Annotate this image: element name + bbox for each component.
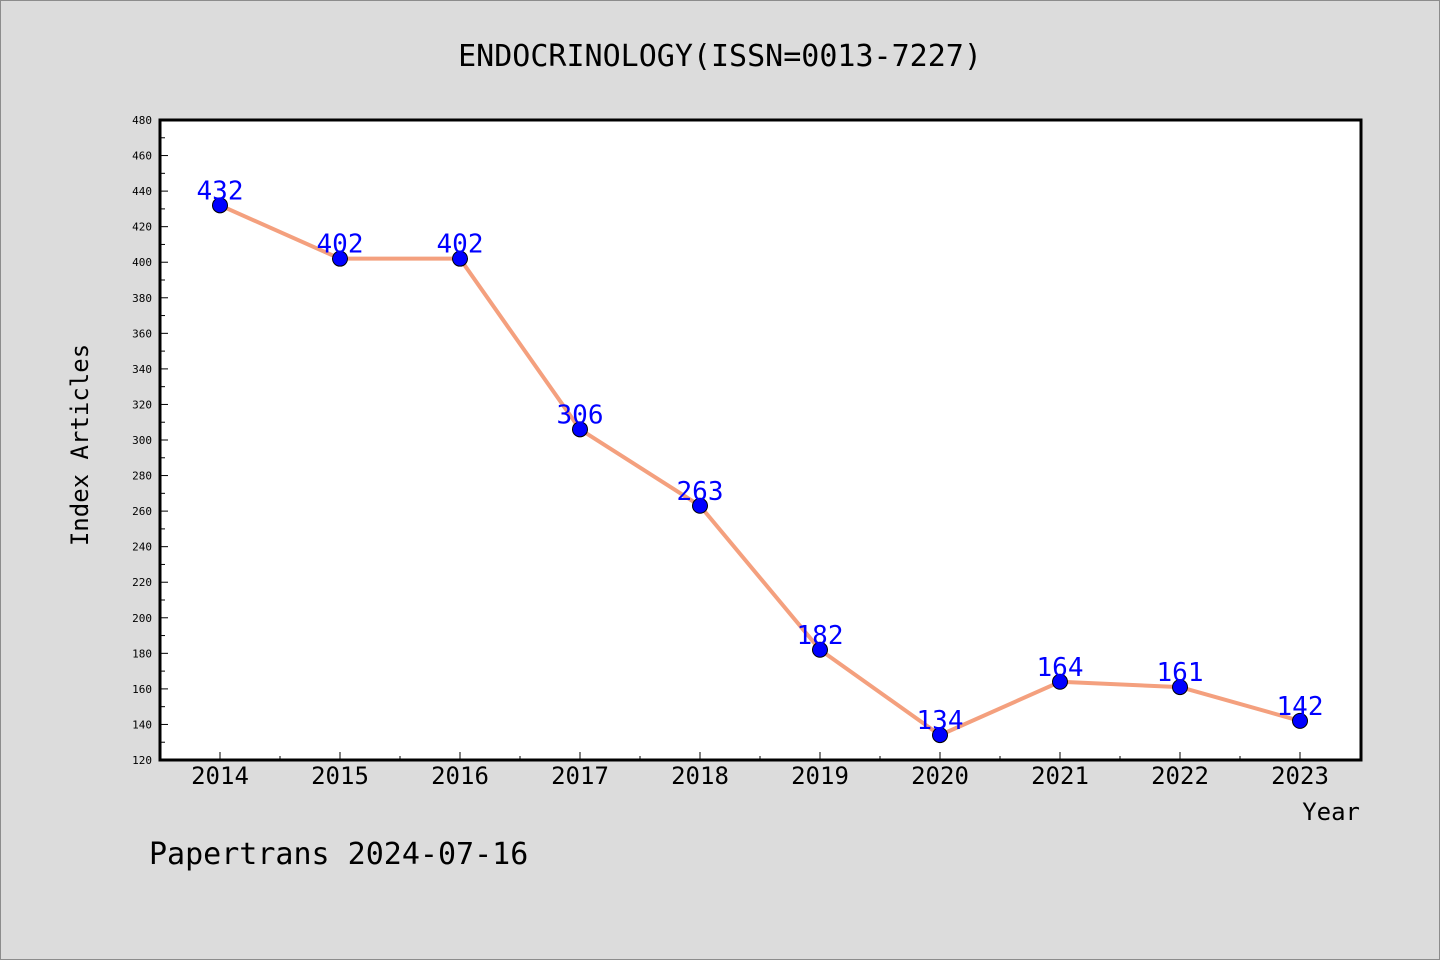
data-point <box>572 421 588 438</box>
y-tick-label: 220 <box>132 576 152 589</box>
x-tick-label: 2022 <box>1151 762 1209 790</box>
y-tick-label: 300 <box>132 434 152 447</box>
x-tick-label: 2019 <box>791 762 849 790</box>
data-label: 263 <box>677 477 724 507</box>
data-labels: 432 402 402 306 263 182 134 164 161 142 <box>197 176 1324 736</box>
data-label: 402 <box>317 230 364 260</box>
x-tick-label: 2017 <box>551 762 609 790</box>
y-tick-label: 260 <box>132 505 152 518</box>
data-label: 134 <box>917 706 964 736</box>
y-tick-label: 160 <box>132 683 152 696</box>
y-tick-label: 240 <box>132 541 152 554</box>
chart-title: ENDOCRINOLOGY(ISSN=0013-7227) <box>458 39 982 74</box>
series-line <box>218 203 1302 738</box>
series-line-group <box>218 203 1302 738</box>
data-point <box>332 250 348 267</box>
data-label: 432 <box>197 176 244 206</box>
data-label: 402 <box>437 230 484 260</box>
y-tick-label: 380 <box>132 292 152 305</box>
series-markers <box>212 197 1308 744</box>
plot-area <box>158 118 1363 762</box>
data-label: 164 <box>1037 653 1084 683</box>
y-tick-label: 200 <box>132 612 152 625</box>
x-tick-label: 2021 <box>1031 762 1089 790</box>
y-tick-label: 180 <box>132 647 152 660</box>
y-tick-label: 340 <box>132 363 152 376</box>
data-point <box>1052 673 1068 690</box>
x-axis-ticks: 2014 2015 2016 2017 2018 2019 2020 2021 2022 2023 <box>191 752 1329 790</box>
data-point <box>812 641 828 658</box>
data-label: 161 <box>1157 658 1204 688</box>
data-point <box>452 250 468 267</box>
y-tick-label: 280 <box>132 470 152 483</box>
data-point <box>932 727 948 744</box>
y-tick-label: 420 <box>132 221 152 234</box>
x-tick-label: 2020 <box>911 762 969 790</box>
y-tick-label: 460 <box>132 150 152 163</box>
data-point <box>212 197 228 214</box>
footer-watermark: Papertrans 2024-07-16 <box>149 837 528 872</box>
y-tick-label: 480 <box>132 114 152 127</box>
data-point <box>692 497 708 514</box>
y-tick-label: 440 <box>132 185 152 198</box>
y-tick-label: 120 <box>132 754 152 767</box>
y-axis-ticks: 120 140 160 180 200 220 240 260 280 300 320 340 360 3… <box>132 114 168 767</box>
y-tick-label: 400 <box>132 256 152 269</box>
x-tick-label: 2023 <box>1271 762 1329 790</box>
data-label: 306 <box>557 400 604 430</box>
x-axis-label: Year <box>1302 798 1360 826</box>
data-label: 142 <box>1277 692 1324 722</box>
x-tick-label: 2015 <box>311 762 369 790</box>
y-tick-label: 360 <box>132 327 152 340</box>
x-tick-label: 2018 <box>671 762 729 790</box>
y-axis-label: Index Articles <box>66 344 94 546</box>
x-tick-label: 2016 <box>431 762 489 790</box>
x-tick-label: 2014 <box>191 762 249 790</box>
y-tick-label: 320 <box>132 398 152 411</box>
data-label: 182 <box>797 621 844 651</box>
data-point <box>1292 712 1308 729</box>
y-tick-label: 140 <box>132 718 152 731</box>
data-point <box>1172 679 1188 696</box>
